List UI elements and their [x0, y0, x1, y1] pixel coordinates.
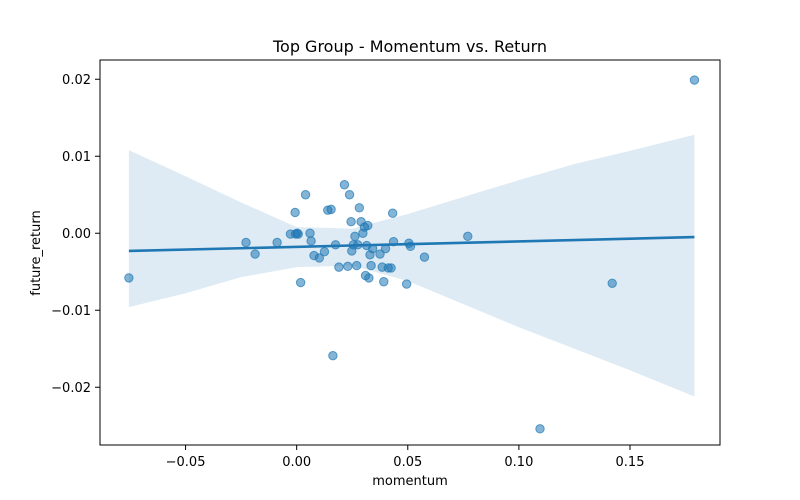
data-point — [272, 237, 282, 248]
data-point — [250, 249, 260, 259]
data-point — [290, 207, 300, 218]
data-point — [354, 203, 365, 213]
data-point — [241, 237, 251, 248]
y-tick-label: −0.01 — [51, 304, 91, 319]
x-tick-label: −0.05 — [166, 455, 206, 470]
x-tick-label: 0.15 — [616, 455, 645, 470]
regression-line-layer — [128, 235, 695, 253]
y-tick-label: 0.00 — [62, 227, 91, 242]
data-point — [607, 278, 617, 288]
data-point — [386, 263, 396, 273]
data-point — [295, 277, 306, 288]
data-point — [319, 247, 330, 257]
data-point — [326, 204, 336, 215]
axes-layer: −0.05 0.00 0.05 0.10 0.15 −0.02 −0.01 0.00 0.01 0… — [51, 59, 721, 470]
x-tick-label: 0.05 — [393, 455, 422, 470]
data-point — [300, 190, 311, 200]
data-point — [346, 217, 356, 227]
chart-title: Top Group - Momentum vs. Return — [272, 37, 547, 56]
data-point — [375, 249, 385, 259]
confidence-band — [128, 134, 695, 397]
x-tick-label: 0.00 — [282, 455, 311, 470]
y-tick-label: −0.02 — [51, 381, 91, 396]
data-point — [401, 279, 412, 289]
data-point — [339, 180, 350, 190]
y-tick-label: 0.02 — [62, 73, 91, 88]
data-point — [379, 277, 389, 287]
confidence-band-layer — [128, 134, 695, 397]
data-point — [350, 231, 360, 242]
data-point — [306, 236, 316, 246]
data-point — [314, 253, 325, 263]
points-layer — [124, 75, 700, 434]
data-point — [351, 260, 362, 271]
data-point — [689, 75, 700, 85]
data-point — [364, 273, 374, 283]
data-point — [419, 252, 430, 262]
data-point — [344, 190, 355, 200]
data-point — [124, 273, 134, 283]
plot-frame — [99, 59, 721, 446]
y-tick-label: 0.01 — [62, 150, 91, 165]
data-point — [334, 262, 344, 272]
data-point — [366, 260, 376, 271]
data-point — [387, 208, 398, 218]
data-point — [305, 228, 315, 238]
regression-line — [128, 235, 695, 253]
data-point — [463, 231, 473, 242]
data-point — [343, 261, 353, 272]
data-point — [535, 424, 545, 434]
x-axis-label: momentum — [372, 474, 448, 489]
x-tick-label: 0.10 — [504, 455, 533, 470]
data-point — [293, 229, 303, 239]
data-point — [363, 220, 373, 231]
data-point — [328, 350, 338, 361]
y-axis-label: future_return — [29, 210, 44, 295]
